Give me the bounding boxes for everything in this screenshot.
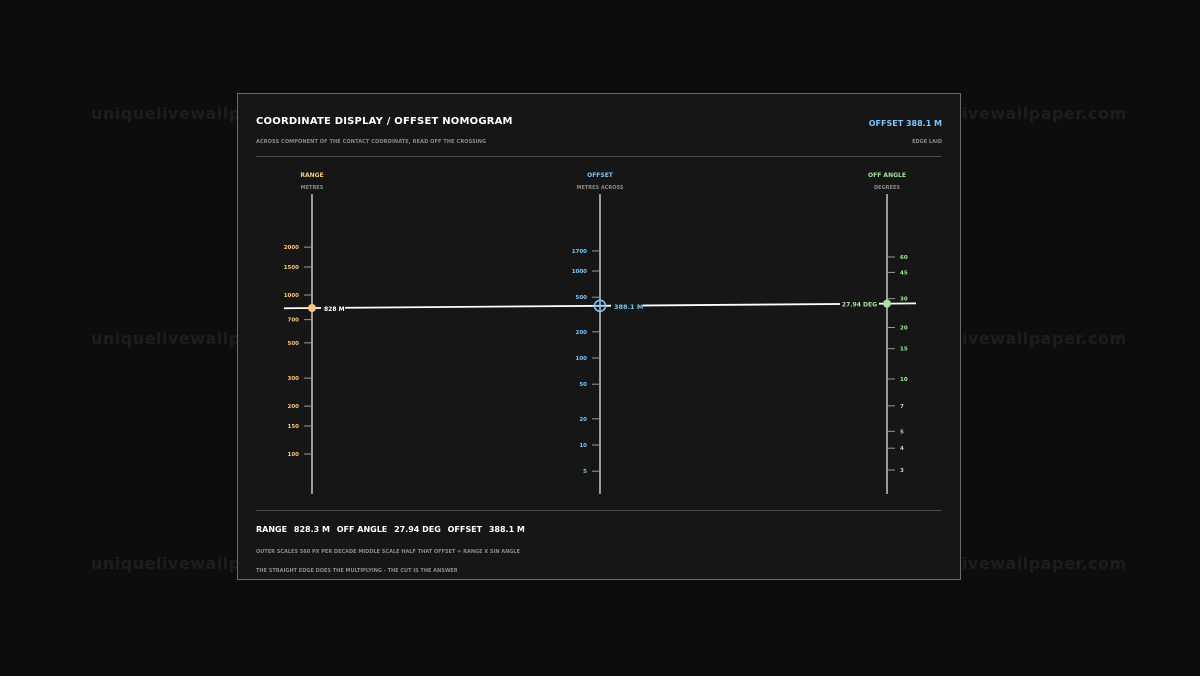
page-title: COORDINATE DISPLAY / OFFSET NOMOGRAM xyxy=(256,116,513,127)
angle-marker[interactable] xyxy=(883,299,891,308)
tick-label-offset: 1700 xyxy=(572,249,587,255)
tick-label-range: 150 xyxy=(288,424,300,430)
offset-readout: OFFSET 388.1 M xyxy=(868,119,942,128)
scale-unit-offset: METRES ACROSS xyxy=(576,185,623,191)
tick-label-offset: 1000 xyxy=(572,269,587,275)
scale-title-offset: OFFSET xyxy=(587,172,614,179)
tick-label-range: 300 xyxy=(288,376,300,382)
header-divider xyxy=(256,156,942,157)
tick-label-angle: 20 xyxy=(900,326,908,332)
tick-label-angle: 60 xyxy=(900,255,908,261)
scale-title-range: RANGE xyxy=(300,172,323,179)
tick-label-range: 500 xyxy=(288,341,300,347)
tick-label-offset: 50 xyxy=(579,382,587,388)
summary-range-value: 828.3 M xyxy=(293,525,330,534)
footer-divider xyxy=(256,510,942,511)
scale-unit-range: METRES xyxy=(301,185,324,191)
summary-angle-label: OFF ANGLE xyxy=(336,525,388,534)
tick-label-offset: 5 xyxy=(583,469,587,475)
scale-note: OUTER SCALES 560 PX PER DECADE MIDDLE SC… xyxy=(256,549,521,555)
tick-label-angle: 7 xyxy=(900,404,904,410)
tick-label-angle: 4 xyxy=(900,446,904,452)
range-value-bg xyxy=(321,303,345,314)
offset-value-bg xyxy=(611,300,643,311)
tick-label-range: 1500 xyxy=(284,265,299,271)
offset-value-label: 388.1 M xyxy=(614,303,643,311)
tick-label-angle: 30 xyxy=(900,297,908,303)
tick-label-range: 200 xyxy=(288,404,300,410)
tick-label-range: 100 xyxy=(288,452,300,458)
tick-label-angle: 10 xyxy=(900,377,908,383)
range-marker[interactable] xyxy=(308,304,316,313)
tick-label-angle: 15 xyxy=(900,347,908,353)
edge-status-label: EDGE LAID xyxy=(912,139,942,145)
nomogram-panel: COORDINATE DISPLAY / OFFSET NOMOGRAM ACR… xyxy=(237,93,961,580)
tick-label-offset: 20 xyxy=(579,417,587,423)
summary-offset-label: OFFSET xyxy=(447,525,483,534)
method-note: THE STRAIGHT EDGE DOES THE MULTIPLYING -… xyxy=(256,568,458,574)
tick-label-offset: 500 xyxy=(576,295,588,301)
tick-label-offset: 10 xyxy=(579,443,587,449)
tick-label-angle: 3 xyxy=(900,468,904,474)
angle-value-bg xyxy=(840,298,879,309)
tick-label-offset: 200 xyxy=(576,330,588,336)
tick-label-angle: 45 xyxy=(900,270,908,276)
scale-title-angle: OFF ANGLE xyxy=(868,172,906,179)
scale-unit-angle: DEGREES xyxy=(874,185,900,191)
range-value-label: 828 M xyxy=(324,306,345,313)
tick-label-range: 2000 xyxy=(284,245,299,251)
tick-label-range: 700 xyxy=(288,318,300,324)
page-subtitle: ACROSS COMPONENT OF THE CONTACT COORDINA… xyxy=(256,139,487,145)
summary-offset-value: 388.1 M xyxy=(488,525,525,534)
tick-label-angle: 5 xyxy=(900,429,904,435)
summary-line: RANGE 828.3 M OFF ANGLE 27.94 DEG OFFSET… xyxy=(256,525,529,534)
tick-label-offset: 100 xyxy=(576,356,588,362)
summary-range-label: RANGE xyxy=(256,525,288,534)
summary-angle-value: 27.94 DEG xyxy=(394,525,441,534)
tick-label-range: 1000 xyxy=(284,293,299,299)
angle-value-label: 27.94 DEG xyxy=(842,302,877,309)
